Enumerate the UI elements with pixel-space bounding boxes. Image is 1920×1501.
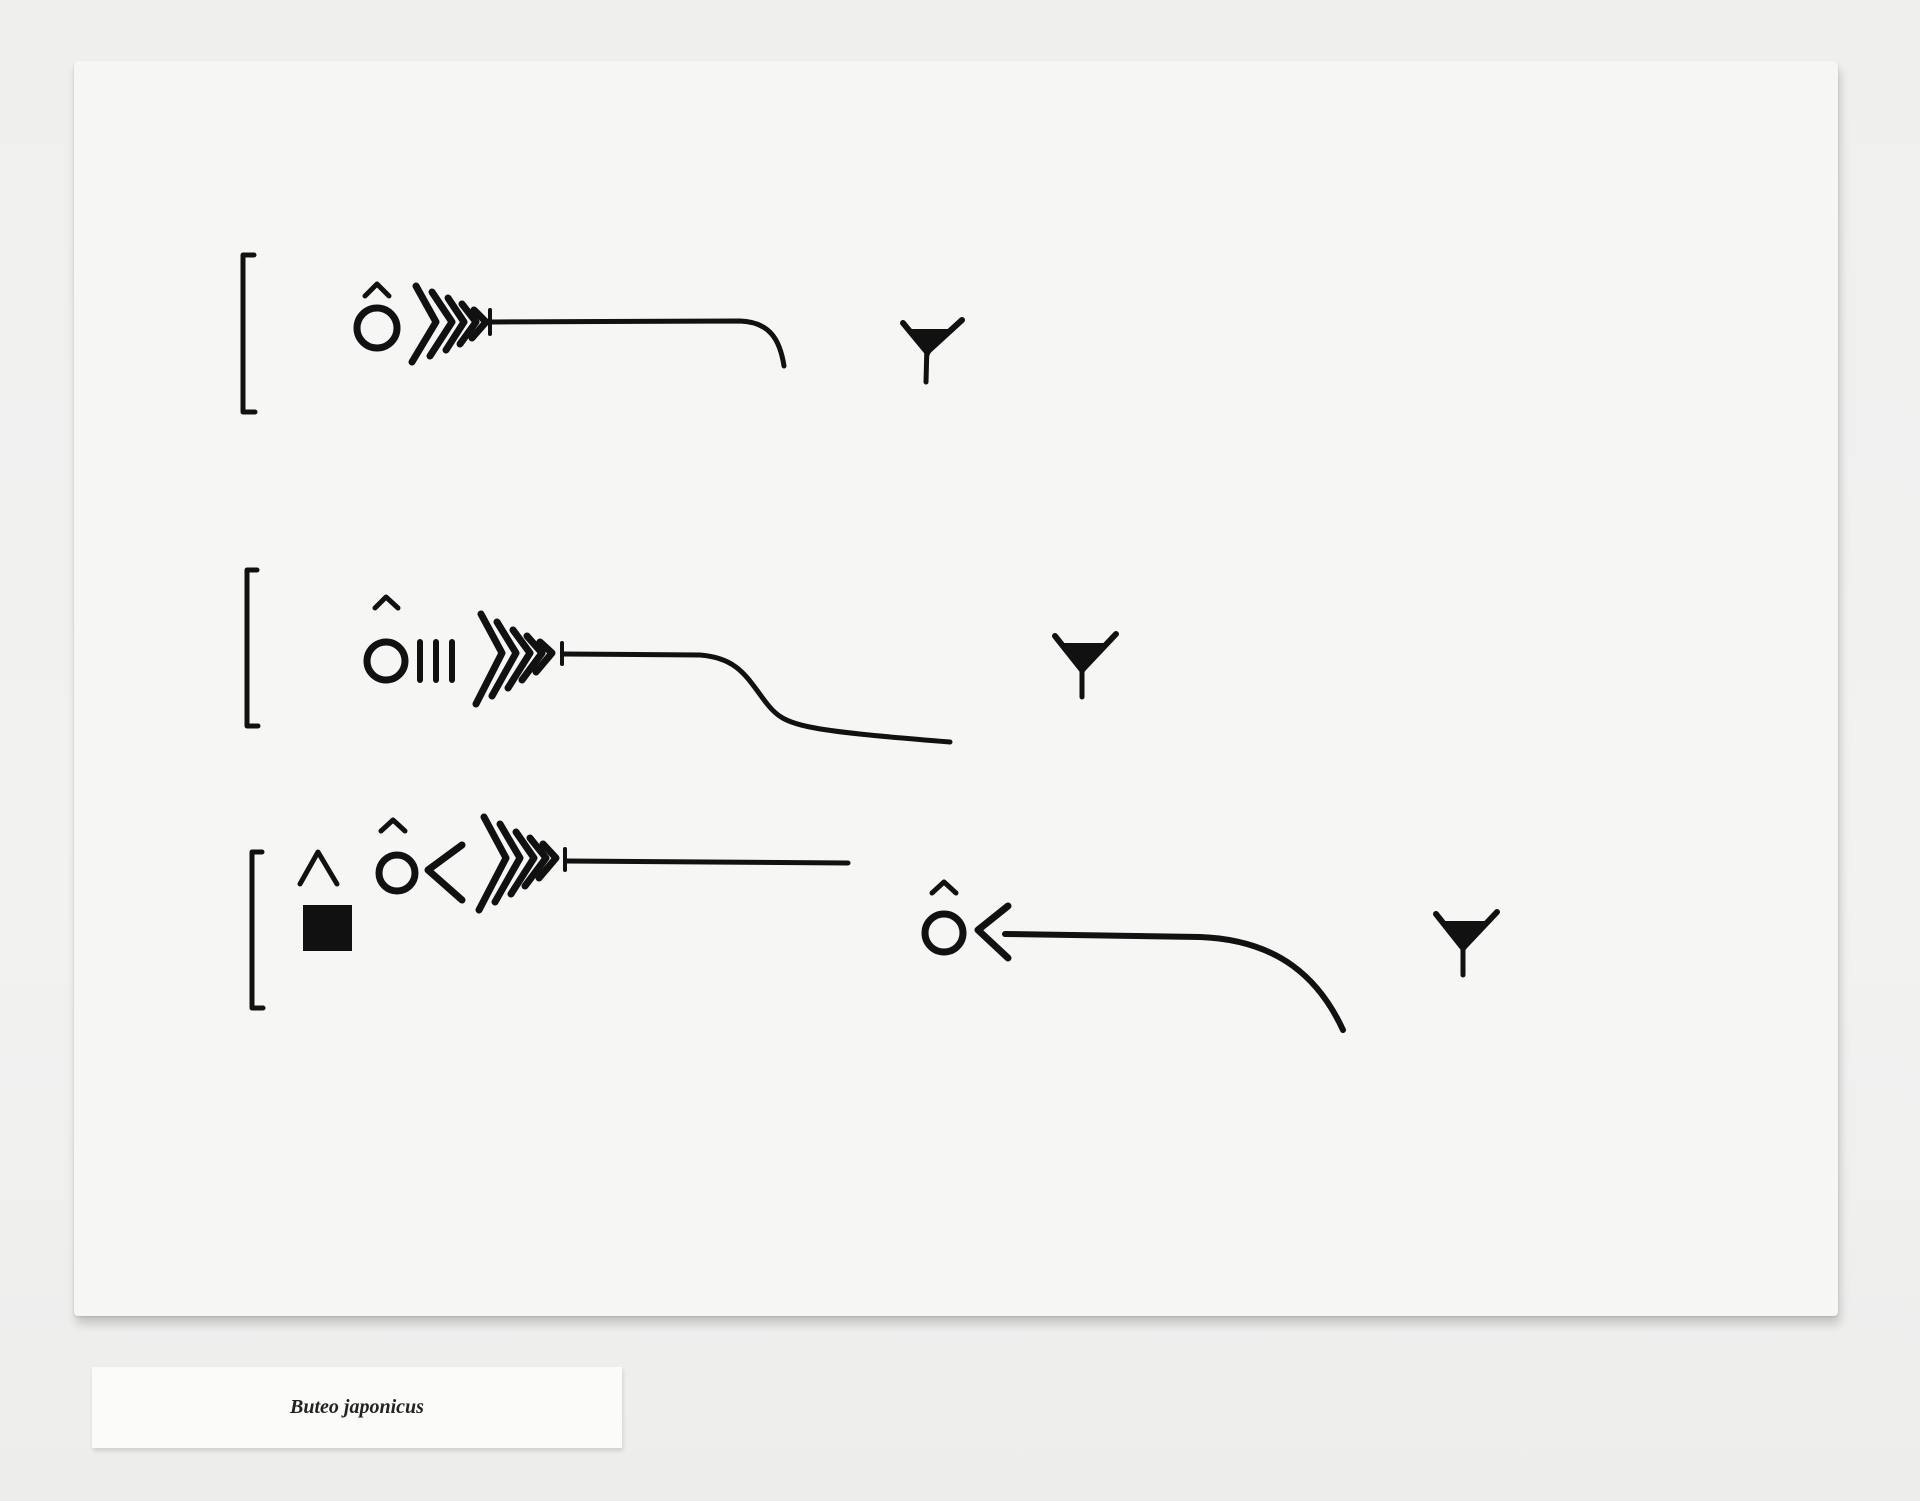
bracket-icon bbox=[244, 567, 261, 729]
bird-foot-icon bbox=[1433, 909, 1500, 978]
o-circumflex-icon bbox=[375, 817, 419, 895]
row-3 bbox=[249, 813, 1500, 1033]
left-angle-icon bbox=[424, 841, 466, 904]
chevron-cluster-icon bbox=[408, 282, 492, 366]
caret-icon bbox=[297, 849, 340, 887]
wall-label-card: Buteo japonicus bbox=[92, 1367, 622, 1448]
long-curve-down-icon bbox=[489, 318, 787, 369]
o-circumflex-icon bbox=[921, 879, 967, 956]
row-1 bbox=[240, 252, 965, 415]
o-circumflex-icon bbox=[363, 594, 409, 684]
bracket-icon bbox=[240, 252, 258, 415]
s-curve-line-icon bbox=[561, 651, 953, 745]
artwork-board bbox=[74, 61, 1838, 1316]
chevron-cluster-icon bbox=[475, 813, 567, 914]
species-name-label: Buteo japonicus bbox=[290, 1396, 424, 1418]
bird-foot-icon bbox=[900, 317, 965, 385]
curve-down-icon bbox=[1002, 931, 1346, 1033]
left-angle-icon bbox=[974, 902, 1012, 962]
row-2 bbox=[244, 567, 1119, 745]
bird-foot-icon bbox=[1052, 631, 1119, 700]
straight-line-icon bbox=[564, 858, 851, 866]
bracket-icon bbox=[249, 849, 266, 1011]
o-circumflex-icon bbox=[353, 281, 401, 352]
chevron-cluster-icon bbox=[472, 610, 564, 708]
filled-square-icon bbox=[303, 905, 352, 951]
triple-bar-icon bbox=[417, 639, 455, 683]
